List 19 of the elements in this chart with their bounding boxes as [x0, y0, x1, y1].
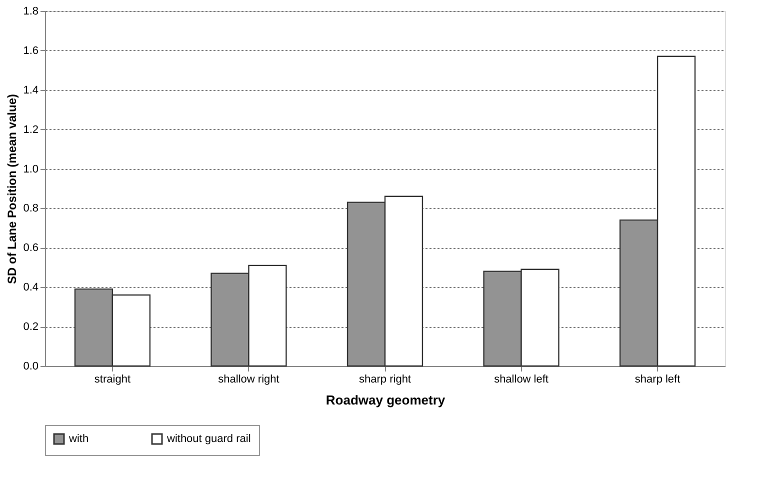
y-tick-label: 1.6	[23, 44, 38, 57]
x-tick-label: sharp right	[359, 374, 411, 386]
x-tick-label: sharp left	[634, 374, 680, 386]
y-tick-label: 0.4	[23, 282, 38, 294]
y-tick-label: 0.2	[23, 321, 38, 334]
y-tick-label: 1.2	[23, 124, 38, 136]
legend-label: with	[68, 433, 89, 445]
x-axis-title: Roadway geometry	[326, 392, 446, 408]
x-tick-label: straight	[94, 374, 130, 386]
legend-label: without guard rail	[166, 433, 251, 445]
y-tick-label: 0.6	[23, 242, 38, 254]
x-tick-label: shallow right	[218, 374, 280, 386]
y-tick-label: 0.8	[23, 202, 38, 215]
y-tick-label: 1.4	[23, 84, 38, 96]
y-tick-label: 1.0	[23, 163, 38, 176]
y-tick-label: 0.0	[23, 360, 38, 372]
y-axis-title: SD of Lane Position (mean value)	[5, 94, 20, 284]
x-tick-label: shallow left	[494, 374, 548, 386]
y-tick-label: 1.8	[23, 6, 38, 18]
